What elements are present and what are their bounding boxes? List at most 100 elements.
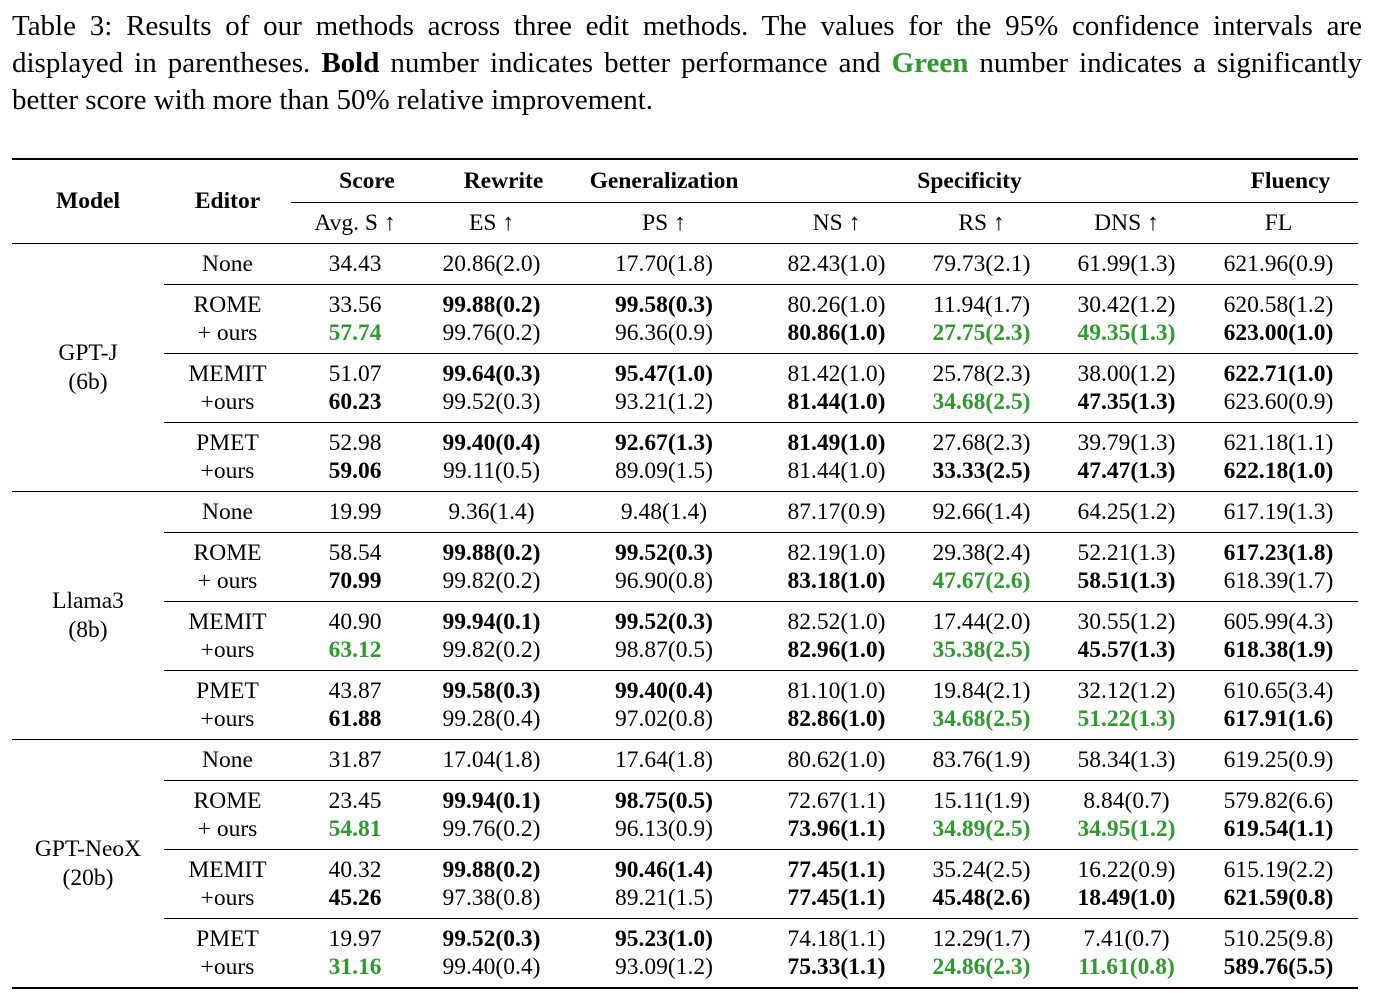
editor-label: None xyxy=(164,739,291,781)
value-cell: 47.35(1.3) xyxy=(1077,388,1176,415)
value-cell: 80.62(1.0) xyxy=(764,739,909,781)
value-cell: 95.23(1.0) xyxy=(564,918,764,953)
editor-label: + ours xyxy=(197,319,258,346)
table-row: ROME 58.54 99.88(0.2) 99.52(0.3) 82.19(1.0) 2… xyxy=(12,532,1358,567)
caption-green-word: Green xyxy=(891,47,969,79)
value-cell: 99.76(0.2) xyxy=(442,815,541,842)
value-cell: 9.36(1.4) xyxy=(419,491,564,533)
caption-suffix: number indicates a significantly better … xyxy=(12,47,1362,116)
editor-label: +ours xyxy=(200,953,255,980)
value-cell: 618.39(1.7) xyxy=(1223,567,1334,594)
value-cell: 32.12(1.2) xyxy=(1054,670,1199,705)
value-cell: 27.75(2.3) xyxy=(932,319,1031,346)
value-cell: 92.66(1.4) xyxy=(909,491,1054,533)
table-row: GPT-J (6b) None 34.43 20.86(2.0) 17.70(1.8) 82… xyxy=(12,243,1358,492)
value-cell: 618.38(1.9) xyxy=(1223,636,1334,663)
table-row: + ours 54.81 99.76(0.2) 96.13(0.9) 73.96(1.1… xyxy=(12,815,1358,850)
value-cell: 34.89(2.5) xyxy=(932,815,1031,842)
value-cell: 99.82(0.2) xyxy=(442,636,541,663)
value-cell: 99.88(0.2) xyxy=(419,532,564,567)
value-cell: 95.47(1.0) xyxy=(564,353,764,388)
value-cell: 96.90(0.8) xyxy=(615,567,713,594)
value-cell: 99.52(0.3) xyxy=(442,388,541,415)
value-cell: 35.38(2.5) xyxy=(932,636,1031,663)
value-cell: 45.26 xyxy=(328,884,382,911)
value-cell: 47.47(1.3) xyxy=(1077,457,1176,484)
value-cell: 61.88 xyxy=(328,705,382,732)
value-cell: 579.82(6.6) xyxy=(1199,780,1358,815)
value-cell: 23.45 xyxy=(291,780,419,815)
value-cell: 81.49(1.0) xyxy=(764,422,909,457)
value-cell: 77.45(1.1) xyxy=(764,849,909,884)
value-cell: 79.73(2.1) xyxy=(909,243,1054,285)
value-cell: 83.76(1.9) xyxy=(909,739,1054,781)
value-cell: 35.24(2.5) xyxy=(909,849,1054,884)
model-size: (20b) xyxy=(62,864,114,891)
value-cell: 623.00(1.0) xyxy=(1223,319,1334,346)
value-cell: 617.23(1.8) xyxy=(1199,532,1358,567)
value-cell: 99.28(0.4) xyxy=(442,705,541,732)
editor-label: PMET xyxy=(164,422,291,457)
value-cell: 34.43 xyxy=(291,243,419,285)
value-cell: 621.96(0.9) xyxy=(1199,243,1358,285)
model-cell: Llama3 (8b) xyxy=(12,491,164,740)
value-cell: 90.46(1.4) xyxy=(564,849,764,884)
value-cell: 89.21(1.5) xyxy=(615,884,713,911)
value-cell: 99.52(0.3) xyxy=(564,532,764,567)
model-name: Llama3 xyxy=(52,587,124,614)
value-cell: 82.43(1.0) xyxy=(764,243,909,285)
value-cell: 20.86(2.0) xyxy=(419,243,564,285)
editor-label: + ours xyxy=(197,567,258,594)
value-cell: 60.23 xyxy=(328,388,382,415)
editor-label: None xyxy=(164,243,291,285)
editor-label: +ours xyxy=(200,705,255,732)
value-cell: 43.87 xyxy=(291,670,419,705)
value-cell: 99.64(0.3) xyxy=(419,353,564,388)
value-cell: 99.40(0.4) xyxy=(419,422,564,457)
sub-dns: DNS ↑ xyxy=(1094,209,1159,236)
value-cell: 82.86(1.0) xyxy=(787,705,886,732)
value-cell: 58.34(1.3) xyxy=(1054,739,1199,781)
model-size: (6b) xyxy=(68,368,108,395)
value-cell: 621.59(0.8) xyxy=(1223,884,1334,911)
value-cell: 81.42(1.0) xyxy=(764,353,909,388)
table-row: PMET 43.87 99.58(0.3) 99.40(0.4) 81.10(1.0) 1… xyxy=(12,670,1358,705)
value-cell: 33.33(2.5) xyxy=(932,457,1031,484)
results-table: Model Editor Score Rewrite Generalizatio… xyxy=(12,158,1358,989)
value-cell: 17.04(1.8) xyxy=(419,739,564,781)
editor-label: ROME xyxy=(164,532,291,567)
value-cell: 34.68(2.5) xyxy=(932,388,1031,415)
value-cell: 80.26(1.0) xyxy=(764,284,909,319)
value-cell: 99.58(0.3) xyxy=(419,670,564,705)
value-cell: 47.67(2.6) xyxy=(932,567,1031,594)
value-cell: 19.84(2.1) xyxy=(909,670,1054,705)
value-cell: 99.88(0.2) xyxy=(419,849,564,884)
table-row: +ours 61.88 99.28(0.4) 97.02(0.8) 82.86(1.0)… xyxy=(12,705,1358,740)
value-cell: 99.88(0.2) xyxy=(419,284,564,319)
value-cell: 619.54(1.1) xyxy=(1223,815,1334,842)
table-row: +ours 60.23 99.52(0.3) 93.21(1.2) 81.44(1.0)… xyxy=(12,388,1358,423)
value-cell: 11.94(1.7) xyxy=(909,284,1054,319)
table-row: + ours 57.74 99.76(0.2) 96.36(0.9) 80.86(1.0… xyxy=(12,319,1358,354)
value-cell: 75.33(1.1) xyxy=(787,953,886,980)
value-cell: 621.18(1.1) xyxy=(1199,422,1358,457)
value-cell: 510.25(9.8) xyxy=(1199,918,1358,953)
value-cell: 39.79(1.3) xyxy=(1054,422,1199,457)
value-cell: 617.91(1.6) xyxy=(1223,705,1334,732)
value-cell: 30.55(1.2) xyxy=(1054,601,1199,636)
table-row: GPT-NeoX (20b) None 31.87 17.04(1.8) 17.64(1.… xyxy=(12,739,1358,989)
value-cell: 61.99(1.3) xyxy=(1054,243,1199,285)
col-fluency: Fluency xyxy=(1199,159,1358,203)
value-cell: 34.68(2.5) xyxy=(932,705,1031,732)
value-cell: 27.68(2.3) xyxy=(909,422,1054,457)
table-row: ROME 23.45 99.94(0.1) 98.75(0.5) 72.67(1.1) 1… xyxy=(12,780,1358,815)
value-cell: 99.40(0.4) xyxy=(442,953,541,980)
value-cell: 49.35(1.3) xyxy=(1077,319,1176,346)
value-cell: 82.52(1.0) xyxy=(764,601,909,636)
value-cell: 623.60(0.9) xyxy=(1223,388,1334,415)
value-cell: 99.52(0.3) xyxy=(564,601,764,636)
sub-es: ES ↑ xyxy=(468,209,515,236)
value-cell: 99.94(0.1) xyxy=(419,780,564,815)
value-cell: 81.10(1.0) xyxy=(764,670,909,705)
table-row: ROME 33.56 99.88(0.2) 99.58(0.3) 80.26(1.0) 1… xyxy=(12,284,1358,319)
